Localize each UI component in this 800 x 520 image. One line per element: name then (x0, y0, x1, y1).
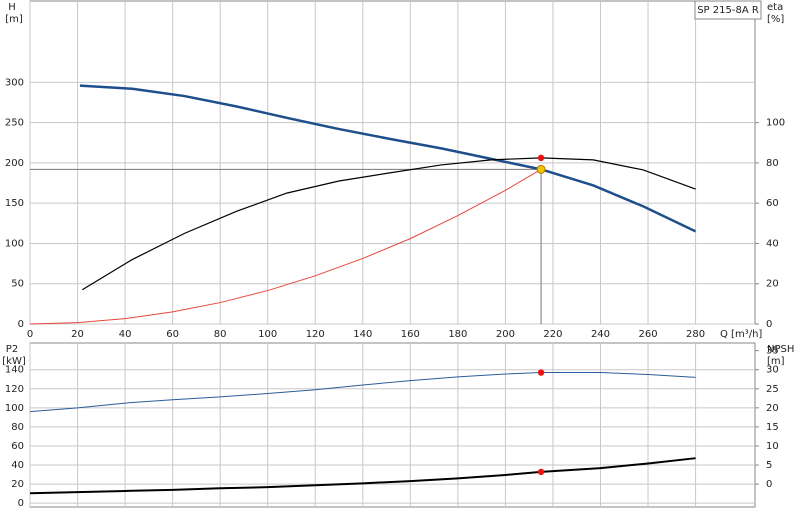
y-tick-label: 0 (18, 498, 24, 509)
y2-tick-label: 0 (766, 319, 772, 330)
operating-point (537, 369, 545, 376)
x-tick-label: 120 (306, 329, 325, 340)
x-tick-label: 60 (166, 329, 179, 340)
y2-tick-label: 25 (766, 384, 779, 395)
y-tick-label: 100 (5, 403, 24, 414)
x-tick-label: 200 (496, 329, 515, 340)
y2-tick-label: 5 (766, 460, 772, 471)
x-tick-label: 160 (401, 329, 420, 340)
y-tick-label: 300 (5, 77, 24, 88)
y2-tick-label: 80 (766, 158, 779, 169)
curve (29, 168, 542, 325)
y-tick-label: 50 (11, 279, 24, 290)
x-tick-label: 280 (686, 329, 705, 340)
operating-point (537, 154, 545, 162)
curve (79, 84, 697, 233)
y-tick-label: 20 (11, 479, 24, 490)
y-tick-label: 100 (5, 238, 24, 249)
y-tick-label: 150 (5, 198, 24, 209)
y-tick-label: 0 (18, 319, 24, 330)
x-axis-label: Q [m³/h] (720, 329, 762, 340)
title-box (694, 0, 762, 20)
y-tick-label: 80 (11, 422, 24, 433)
x-tick-label: 80 (214, 329, 227, 340)
x-tick-label: 220 (543, 329, 562, 340)
y2-tick-label: 30 (766, 365, 779, 376)
y2-axis-unit: [%] (767, 14, 784, 25)
x-tick-label: 0 (27, 329, 33, 340)
x-tick-label: 20 (71, 329, 84, 340)
y-axis-label: H (8, 2, 16, 13)
y2-tick-label: 10 (766, 441, 779, 452)
y-tick-label: 40 (11, 460, 24, 471)
y2-tick-label: 0 (766, 479, 772, 490)
y2-tick-label: 15 (766, 422, 779, 433)
y-tick-label: 140 (5, 365, 24, 376)
y-axis-unit: [m] (5, 14, 23, 25)
x-tick-label: 40 (119, 329, 132, 340)
operating-point (537, 468, 545, 476)
y2-tick-label: 60 (766, 198, 779, 209)
x-tick-label: 100 (258, 329, 277, 340)
x-tick-label: 180 (448, 329, 467, 340)
y-tick-label: 60 (11, 441, 24, 452)
x-tick-label: 140 (353, 329, 372, 340)
y2-tick-label: 100 (766, 118, 785, 129)
y-axis-label: P2 (6, 344, 18, 355)
y-tick-label: 250 (5, 118, 24, 129)
operating-point (536, 164, 546, 174)
y2-tick-label: 35 (766, 346, 779, 357)
y2-tick-label: 20 (766, 279, 779, 290)
y2-tick-label: 40 (766, 238, 779, 249)
y2-tick-label: 20 (766, 403, 779, 414)
x-tick-label: 260 (638, 329, 657, 340)
y-axis-unit: [kW] (2, 356, 26, 367)
curve (81, 157, 696, 291)
curve (29, 457, 696, 495)
curve (29, 372, 696, 413)
y-tick-label: 120 (5, 384, 24, 395)
y2-axis-label: NPSH (767, 344, 794, 355)
y-tick-label: 200 (5, 158, 24, 169)
chart-title: SP 215-8A R (697, 5, 759, 16)
x-tick-label: 240 (591, 329, 610, 340)
y2-axis-unit: [m] (767, 356, 785, 367)
y2-axis-label: eta (767, 2, 783, 13)
